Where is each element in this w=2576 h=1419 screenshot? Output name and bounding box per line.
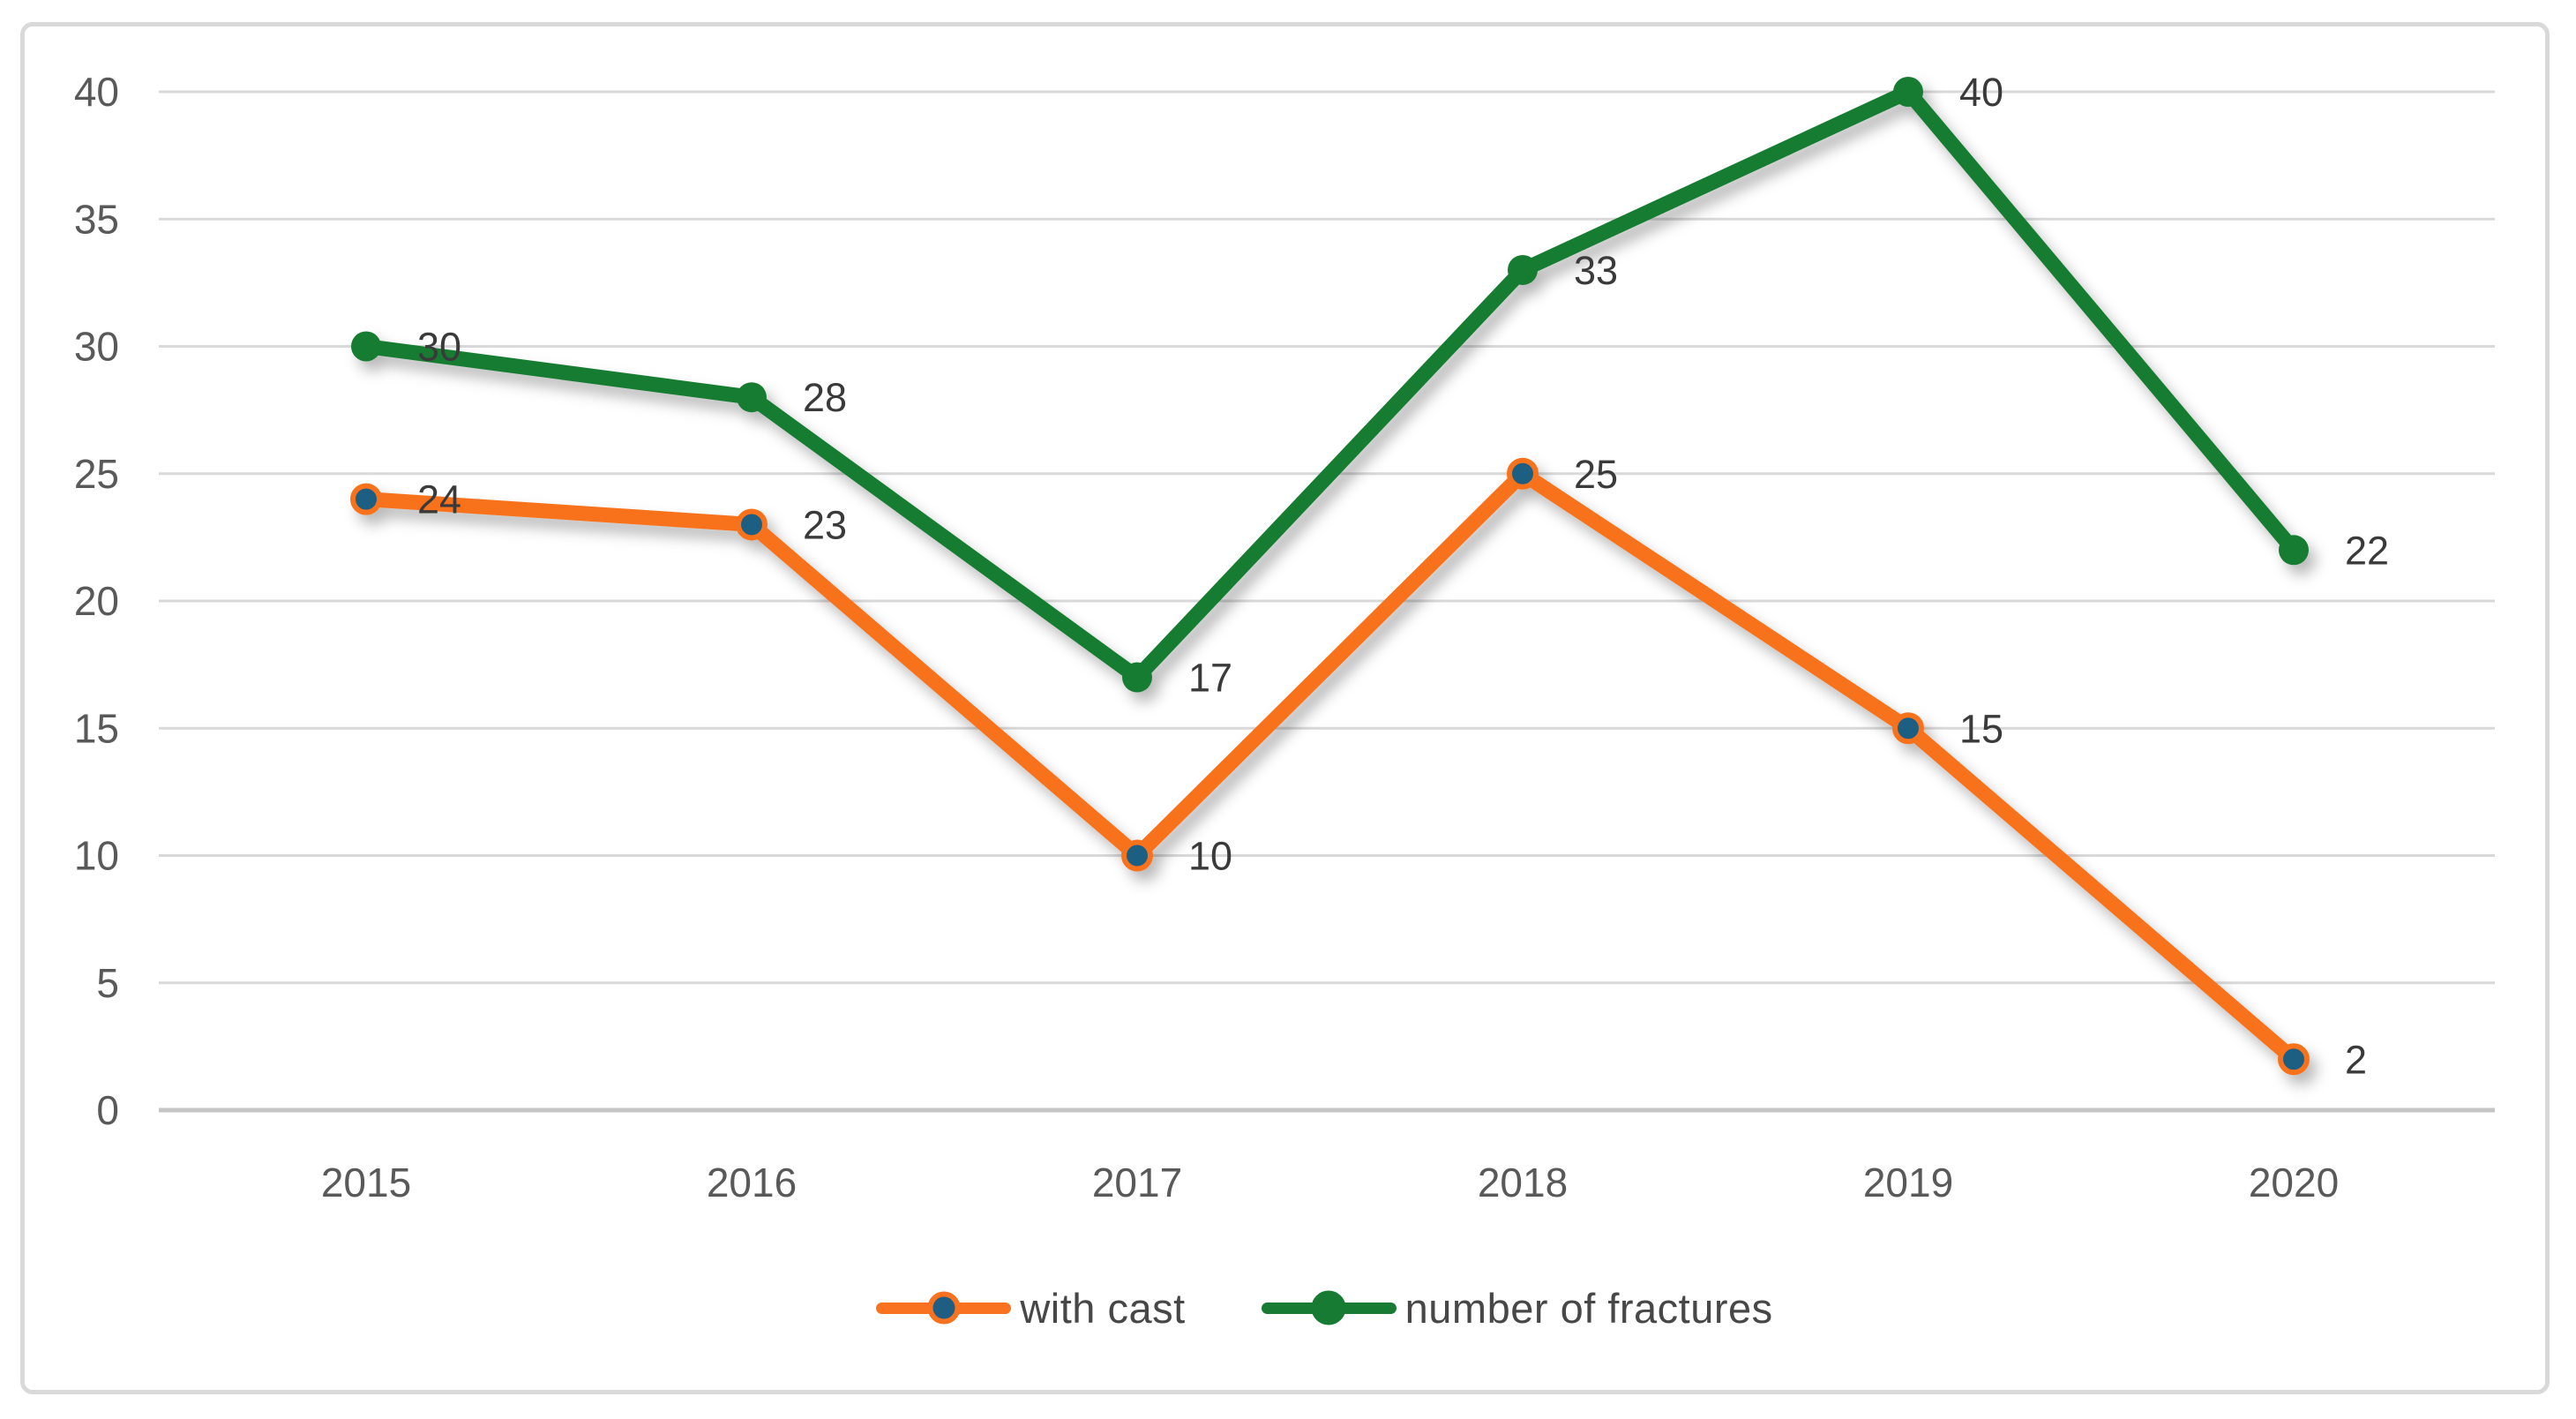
data-label-number-of-fractures: 17 (1188, 656, 1232, 701)
y-axis-tick-label: 0 (96, 1087, 119, 1133)
legend-label-number-of-fractures: number of fractures (1404, 1284, 1773, 1332)
legend-item-with-cast: with cast (876, 1288, 1185, 1329)
data-point-marker-number-of-fractures (351, 331, 381, 362)
legend-item-number-of-fractures: number of fractures (1261, 1284, 1773, 1332)
data-point-marker-number-of-fractures (1893, 77, 1923, 107)
data-label-with-cast: 24 (417, 477, 461, 522)
y-axis-tick-label: 5 (96, 960, 119, 1006)
data-label-number-of-fractures: 28 (803, 375, 847, 420)
y-axis-tick-label: 35 (74, 196, 119, 242)
data-label-number-of-fractures: 30 (417, 325, 461, 370)
data-label-number-of-fractures: 40 (1959, 70, 2003, 115)
legend: with cast number of fractures (154, 1273, 2495, 1343)
data-point-marker-number-of-fractures (737, 382, 767, 413)
x-axis-tick-label: 2016 (707, 1160, 797, 1205)
data-label-with-cast: 25 (1574, 452, 1618, 497)
y-axis-tick-label: 40 (74, 69, 119, 115)
data-point-marker-number-of-fractures (1508, 254, 1538, 285)
gridlines-layer (159, 90, 2495, 1113)
y-axis-tick-label: 30 (74, 324, 119, 370)
data-point-marker-with-cast (1507, 457, 1539, 490)
data-point-marker-number-of-fractures (1122, 662, 1152, 693)
labels-layer: 24 23 10 25 15 2 30 28 17 33 40 22 0 5 10 15 20 25 30 35 40 2… (74, 69, 2389, 1205)
data-label-with-cast: 10 (1188, 834, 1232, 879)
series-line-with-cast (358, 466, 2302, 1067)
data-point-marker-number-of-fractures (2279, 535, 2309, 566)
x-axis-tick-label: 2015 (321, 1160, 411, 1205)
y-axis-tick-label: 25 (74, 451, 119, 497)
data-point-marker-with-cast (1892, 712, 1924, 745)
x-axis-tick-label: 2017 (1092, 1160, 1182, 1205)
x-axis-tick-label: 2019 (1863, 1160, 1953, 1205)
legend-line-swatch-number-of-fractures (1261, 1290, 1397, 1325)
series-line-number-of-fractures (358, 84, 2302, 686)
y-axis-tick-label: 20 (74, 578, 119, 624)
series-layer (350, 77, 2310, 1076)
data-label-with-cast: 23 (803, 502, 847, 547)
y-axis-tick-label: 15 (74, 705, 119, 751)
data-point-marker-with-cast (1121, 839, 1153, 872)
data-label-number-of-fractures: 22 (2345, 528, 2389, 573)
data-label-with-cast: 2 (2345, 1037, 2367, 1082)
x-axis-tick-label: 2020 (2249, 1160, 2339, 1205)
data-label-number-of-fractures: 33 (1574, 248, 1618, 293)
legend-label-with-cast: with cast (1020, 1284, 1186, 1332)
y-axis-tick-label: 10 (74, 833, 119, 879)
series-number-of-fractures (351, 77, 2309, 693)
data-label-with-cast: 15 (1959, 706, 2003, 751)
data-point-marker-with-cast (2278, 1043, 2310, 1076)
series-with-cast (350, 457, 2310, 1076)
legend-line-swatch-with-cast (876, 1291, 1012, 1325)
x-axis-tick-label: 2018 (1478, 1160, 1568, 1205)
data-point-marker-with-cast (736, 508, 768, 541)
legend-marker-dot-with-cast (927, 1291, 961, 1325)
legend-marker-dot-number-of-fractures (1311, 1290, 1346, 1325)
data-point-marker-with-cast (350, 483, 382, 515)
